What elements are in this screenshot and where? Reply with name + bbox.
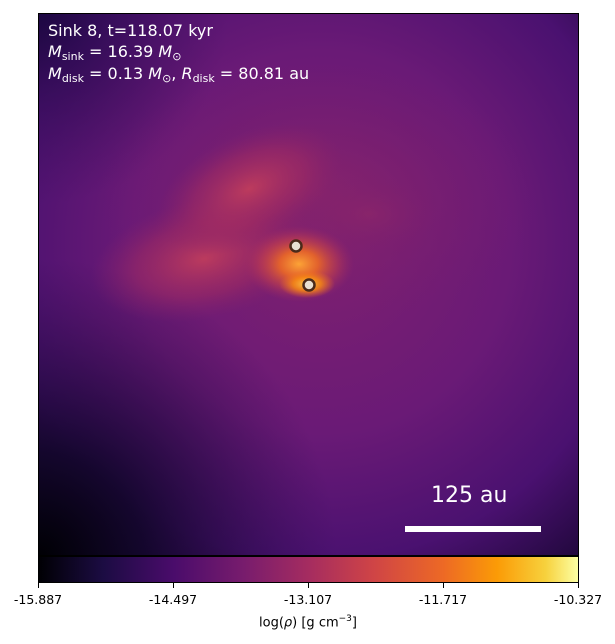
scale-bar bbox=[405, 526, 541, 532]
label-exponent: −3 bbox=[338, 614, 352, 624]
colorbar-tick-label: -11.717 bbox=[418, 592, 468, 607]
sink-marker bbox=[302, 278, 316, 292]
density-map-panel: Sink 8, t=118.07 kyr Msink = 16.39 M⊙ Md… bbox=[38, 13, 579, 556]
sink-time-annotation: Sink 8, t=118.07 kyr bbox=[48, 23, 213, 39]
colorbar-tick-label: -15.887 bbox=[13, 592, 63, 607]
disk-subscript: disk bbox=[192, 72, 215, 85]
label-unit: ) [g cm bbox=[292, 615, 339, 631]
rho-symbol: ρ bbox=[283, 615, 293, 631]
colorbar-tick-label: -14.497 bbox=[148, 592, 198, 607]
sink-mass-value: = 16.39 bbox=[83, 42, 159, 61]
disk-mass-value: = 0.13 bbox=[83, 64, 149, 83]
colorbar-tick-label: -10.327 bbox=[553, 592, 603, 607]
disk-radius-value: = 80.81 au bbox=[214, 64, 310, 83]
colorbar-tick-label: -13.107 bbox=[283, 592, 333, 607]
colorbar-tick bbox=[38, 583, 39, 588]
colorbar-tick bbox=[578, 583, 579, 588]
sink-subscript: sink bbox=[61, 50, 84, 63]
scale-bar-label: 125 au bbox=[431, 483, 508, 508]
solar-mass-symbol: M bbox=[148, 64, 163, 83]
mass-symbol: M bbox=[48, 42, 62, 61]
solar-subscript: ⊙ bbox=[162, 72, 172, 85]
colorbar-label: log(ρ) [g cm−3] bbox=[259, 614, 357, 630]
colorbar-tick bbox=[308, 583, 309, 588]
density-arm-upper bbox=[155, 123, 343, 255]
colorbar-tick bbox=[443, 583, 444, 588]
solar-mass-symbol: M bbox=[158, 42, 173, 61]
radius-symbol: R bbox=[181, 64, 193, 83]
sink-mass-annotation: Msink = 16.39 M⊙ bbox=[48, 42, 182, 63]
solar-subscript: ⊙ bbox=[172, 50, 182, 63]
disk-annotation: Mdisk = 0.13 M⊙, Rdisk = 80.81 au bbox=[48, 64, 310, 85]
label-suffix: ] bbox=[351, 615, 357, 631]
colorbar bbox=[38, 556, 579, 583]
disk-subscript: disk bbox=[61, 72, 84, 85]
colorbar-tick bbox=[173, 583, 174, 588]
density-arm-right bbox=[299, 174, 439, 254]
mass-symbol: M bbox=[48, 64, 62, 83]
density-map bbox=[39, 14, 578, 555]
separator: , bbox=[171, 64, 182, 83]
sink-time-text: Sink 8, t=118.07 kyr bbox=[48, 21, 213, 40]
label-prefix: log( bbox=[259, 615, 284, 631]
sink-marker bbox=[289, 239, 303, 253]
